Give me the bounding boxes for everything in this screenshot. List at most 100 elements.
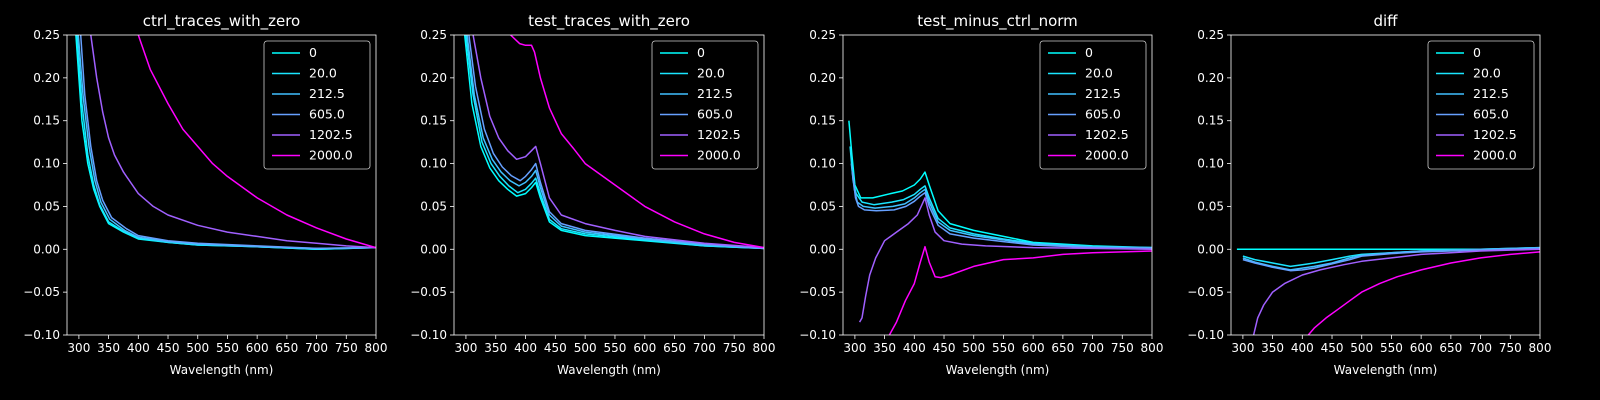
legend-entry: 1202.5 — [1473, 127, 1517, 142]
y-tick-label: 0.10 — [809, 157, 836, 171]
y-tick-label: −0.05 — [23, 285, 60, 299]
y-tick-label: 0.20 — [33, 71, 60, 85]
x-tick-label: 600 — [246, 341, 269, 355]
x-tick-label: 500 — [962, 341, 985, 355]
legend-entry: 20.0 — [697, 66, 725, 81]
legend-entry: 605.0 — [1473, 107, 1509, 122]
legend: 0 20.0 212.5 605.0 1202.5 2000.0 — [651, 40, 759, 170]
y-tick-label: 0.10 — [1197, 157, 1224, 171]
x-tick-label: 700 — [305, 341, 328, 355]
x-tick-label: 400 — [514, 341, 537, 355]
series-group — [75, 35, 376, 251]
x-tick-label: 350 — [873, 341, 896, 355]
plot-frame — [1230, 34, 1541, 336]
series-line — [850, 163, 1152, 249]
chart-panel-3: test_minus_ctrl_norm 300 350 400 450 500 550 60… — [799, 12, 1163, 377]
x-tick-label: 300 — [67, 341, 90, 355]
y-tick-label: 0.00 — [33, 242, 60, 256]
series-line — [1242, 247, 1540, 272]
x-tick-label: 750 — [1499, 341, 1522, 355]
legend-entry: 20.0 — [309, 66, 337, 81]
y-tick-label: −0.10 — [799, 328, 836, 342]
y-tick-label: 0.05 — [809, 199, 836, 213]
x-tick-label: 450 — [157, 341, 180, 355]
y-tick-label: 0.15 — [33, 114, 60, 128]
plot-frame — [66, 34, 377, 336]
legend-entry: 605.0 — [697, 107, 733, 122]
x-tick-label: 750 — [335, 341, 358, 355]
x-tick-label: 300 — [454, 341, 477, 355]
series-line — [472, 35, 764, 249]
x-tick-label: 800 — [753, 341, 776, 355]
legend-entry: 2000.0 — [1085, 148, 1129, 163]
y-tick-label: 0.05 — [33, 199, 60, 213]
series-line — [77, 35, 376, 250]
legend-entry: 212.5 — [1085, 86, 1121, 101]
x-tick-label: 800 — [1141, 341, 1164, 355]
x-tick-label: 500 — [1350, 341, 1373, 355]
legend-entry: 2000.0 — [1473, 148, 1517, 163]
legend: 0 20.0 212.5 605.0 1202.5 2000.0 — [1427, 40, 1535, 170]
legend-entry: 0 — [309, 45, 317, 60]
x-axis-label: Wavelength (nm) — [946, 363, 1050, 377]
plot-frame — [842, 34, 1153, 336]
y-tick-label: 0.00 — [420, 242, 447, 256]
x-tick-label: 400 — [127, 341, 150, 355]
x-tick-label: 350 — [1261, 341, 1284, 355]
legend-entry: 212.5 — [1473, 86, 1509, 101]
y-tick-label: −0.05 — [410, 285, 447, 299]
series-line — [137, 35, 376, 249]
legend-entry: 0 — [1473, 45, 1481, 60]
y-tick-label: 0.00 — [1197, 242, 1224, 256]
legend: 0 20.0 212.5 605.0 1202.5 2000.0 — [1039, 40, 1147, 170]
x-tick-label: 600 — [633, 341, 656, 355]
x-axis-label: Wavelength (nm) — [557, 363, 661, 377]
legend-entry: 0 — [1085, 45, 1093, 60]
x-tick-label: 450 — [544, 341, 567, 355]
x-tick-label: 550 — [216, 341, 239, 355]
series-group — [1236, 246, 1540, 335]
y-tick-label: −0.05 — [799, 285, 836, 299]
series-group — [848, 120, 1152, 335]
x-tick-label: 700 — [1469, 341, 1492, 355]
x-tick-label: 650 — [1439, 341, 1462, 355]
x-tick-label: 700 — [693, 341, 716, 355]
y-tick-label: 0.25 — [809, 28, 836, 42]
series-line — [1307, 251, 1540, 335]
y-tick-label: 0.25 — [1197, 28, 1224, 42]
x-tick-label: 450 — [933, 341, 956, 355]
y-tick-label: −0.10 — [23, 328, 60, 342]
y-tick-label: 0.05 — [420, 199, 447, 213]
x-tick-label: 650 — [275, 341, 298, 355]
chart-title: ctrl_traces_with_zero — [143, 12, 300, 31]
series-line — [1242, 246, 1540, 271]
series-line — [849, 146, 1152, 249]
chart-title: test_minus_ctrl_norm — [917, 12, 1078, 31]
y-tick-label: 0.15 — [809, 114, 836, 128]
y-tick-label: 0.15 — [420, 114, 447, 128]
x-tick-label: 650 — [663, 341, 686, 355]
x-tick-label: 500 — [186, 341, 209, 355]
legend-entry: 20.0 — [1085, 66, 1113, 81]
plot-frame — [453, 34, 765, 336]
x-tick-label: 800 — [1529, 341, 1552, 355]
chart-panel-2: test_traces_with_zero 300 350 400 450 500 550 6… — [410, 12, 775, 377]
x-tick-label: 350 — [97, 341, 120, 355]
legend-entry: 1202.5 — [309, 127, 353, 142]
legend-entry: 1202.5 — [697, 127, 741, 142]
x-tick-label: 300 — [843, 341, 866, 355]
series-line — [465, 35, 764, 250]
series-line — [858, 197, 1152, 323]
x-tick-label: 350 — [484, 341, 507, 355]
y-tick-label: 0.25 — [33, 28, 60, 42]
legend-entry: 20.0 — [1473, 66, 1501, 81]
legend-entry: 605.0 — [1085, 107, 1121, 122]
legend-entry: 605.0 — [309, 107, 345, 122]
x-tick-label: 750 — [1111, 341, 1134, 355]
chart-panel-1: ctrl_traces_with_zero 300 350 400 450 500 550 6… — [23, 12, 387, 377]
series-line — [851, 172, 1152, 250]
x-tick-label: 400 — [1291, 341, 1314, 355]
series-line — [90, 35, 376, 249]
x-axis-label: Wavelength (nm) — [170, 363, 274, 377]
series-line — [463, 35, 764, 250]
